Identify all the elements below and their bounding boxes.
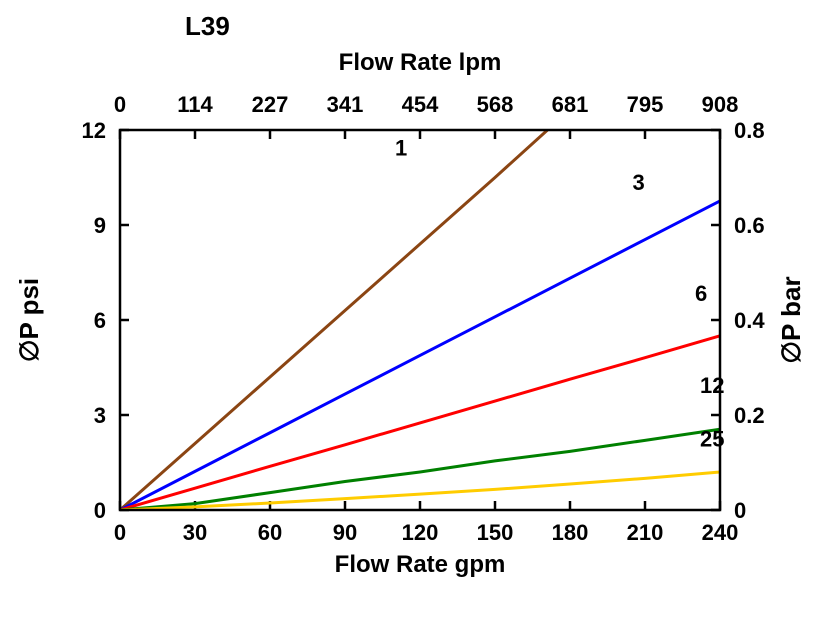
chart-title: L39 [185, 11, 230, 41]
series-label-3: 3 [633, 170, 645, 195]
tick-left-label: 0 [94, 498, 106, 523]
tick-right-label: 0 [734, 498, 746, 523]
series-label-1: 1 [395, 135, 407, 160]
tick-left-label: 12 [82, 118, 106, 143]
tick-right-label: 0.2 [734, 403, 765, 428]
tick-top-label: 0 [114, 92, 126, 117]
tick-right-label: 0.4 [734, 308, 765, 333]
tick-bottom-label: 180 [552, 520, 589, 545]
tick-bottom-label: 60 [258, 520, 282, 545]
tick-bottom-label: 240 [702, 520, 739, 545]
series-label-6: 6 [695, 281, 707, 306]
tick-bottom-label: 150 [477, 520, 514, 545]
tick-top-label: 341 [327, 92, 364, 117]
tick-right-label: 0.8 [734, 118, 765, 143]
tick-top-label: 908 [702, 92, 739, 117]
tick-left-label: 9 [94, 213, 106, 238]
tick-top-label: 227 [252, 92, 289, 117]
axis-right-label: ∅P bar [776, 276, 806, 363]
tick-bottom-label: 210 [627, 520, 664, 545]
tick-left-label: 6 [94, 308, 106, 333]
axis-left-label: ∅P psi [14, 278, 44, 362]
tick-bottom-label: 90 [333, 520, 357, 545]
tick-top-label: 454 [402, 92, 439, 117]
tick-bottom-label: 120 [402, 520, 439, 545]
tick-top-label: 681 [552, 92, 589, 117]
axis-top-label: Flow Rate lpm [339, 49, 502, 76]
chart-container: L39Flow Rate lpm011422734145456868179590… [0, 0, 832, 638]
line-chart: L39Flow Rate lpm011422734145456868179590… [0, 0, 832, 638]
tick-top-label: 114 [177, 92, 213, 117]
tick-left-label: 3 [94, 403, 106, 428]
tick-right-label: 0.6 [734, 213, 765, 238]
axis-bottom-label: Flow Rate gpm [335, 551, 506, 578]
tick-top-label: 568 [477, 92, 514, 117]
tick-bottom-label: 30 [183, 520, 207, 545]
tick-top-label: 795 [627, 92, 664, 117]
tick-bottom-label: 0 [114, 520, 126, 545]
